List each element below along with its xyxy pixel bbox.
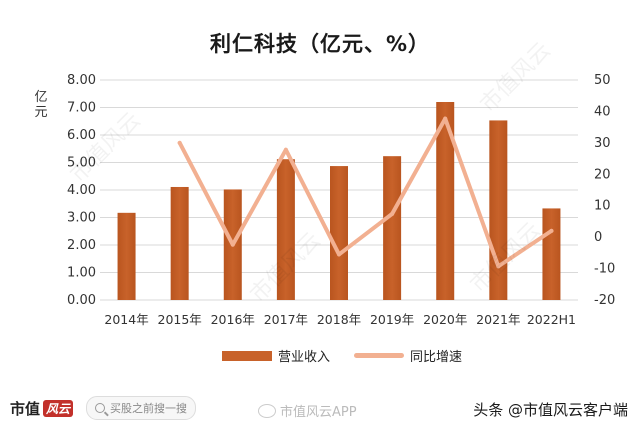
y-left-tick-label: 7.00 [67,101,96,116]
revenue-bar [117,212,136,300]
y-left-tick-label: 5.00 [67,156,96,171]
revenue-bar [436,102,455,300]
x-tick-label: 2021年 [476,312,520,327]
revenue-bar [330,166,348,300]
y-left-tick-label: 3.00 [67,211,96,226]
y-right-tick-label: -10 [594,262,615,277]
x-tick-label: 2016年 [211,312,255,327]
x-tick-label: 2018年 [317,312,361,327]
y-left-tick-label: 8.00 [67,73,96,88]
weibo-watermark: 市值风云APP [258,401,357,420]
growth-point [496,264,501,269]
y-right-tick-label: 20 [594,167,611,182]
legend-item-revenue: 营业收入 [222,346,330,365]
footer: 市值 风云 买股之前搜一搜 市值风云APP 头条 @市值风云客户端 [0,392,640,427]
axis-tick-labels: 0.00 1.00 2.00 3.00 4.00 5.00 6.00 7.00 8.00 -20 -… [67,73,615,327]
weibo-icon [258,403,276,418]
y-right-tick-label: 0 [594,230,602,245]
legend-swatch-growth [354,353,404,358]
revenue-bar [489,120,508,300]
x-tick-label: 2022H1 [527,312,576,327]
revenue-bar [276,159,295,300]
legend-label-revenue: 营业收入 [278,350,331,365]
x-tick-label: 2014年 [104,312,148,327]
source-credit: 头条 @市值风云客户端 [473,401,628,419]
brand-logo: 市值 风云 [10,398,74,419]
revenue-bar [542,208,561,300]
search-placeholder: 买股之前搜一搜 [110,402,187,415]
y-right-tick-label: 50 [594,73,611,88]
y-left-tick-label: 4.00 [67,183,96,198]
y-left-tick-label: 1.00 [67,266,96,281]
revenue-bar [383,156,402,300]
legend-swatch-revenue [222,350,272,361]
x-tick-label: 2020年 [423,312,467,327]
growth-point [283,147,288,152]
x-tick-label: 2019年 [370,312,414,327]
y-right-tick-label: -20 [594,293,615,308]
growth-point [177,140,182,145]
revenue-bar [170,186,189,300]
search-box[interactable]: 买股之前搜一搜 [86,396,196,420]
search-icon [95,403,105,413]
revenue-bars [117,102,561,300]
y-right-tick-label: 10 [594,199,611,214]
weibo-text: 市值风云APP [280,405,357,420]
y-left-tick-label: 6.00 [67,128,96,143]
y-right-tick-label: 40 [594,104,611,119]
growth-line [177,116,554,269]
growth-series-line [177,116,554,269]
x-tick-label: 2017年 [264,312,308,327]
brand-text: 市值 [10,400,41,418]
chart-title: 利仁科技（亿元、%） [209,32,431,56]
legend-item-growth: 同比增速 [354,346,462,365]
growth-point [390,211,395,216]
y-left-tick-label: 0.00 [67,293,96,308]
growth-point [230,242,235,247]
growth-point [337,252,341,257]
x-tick-label: 2015年 [158,312,202,327]
growth-point [549,228,554,233]
y-axis-unit-label: 亿元 [34,90,48,120]
legend-label-growth: 同比增速 [410,350,463,365]
brand-mark: 风云 [43,400,74,417]
y-left-tick-label: 2.00 [67,238,96,253]
legend: 营业收入 同比增速 [0,346,640,366]
growth-point [443,116,448,121]
y-right-tick-label: 30 [594,136,611,151]
